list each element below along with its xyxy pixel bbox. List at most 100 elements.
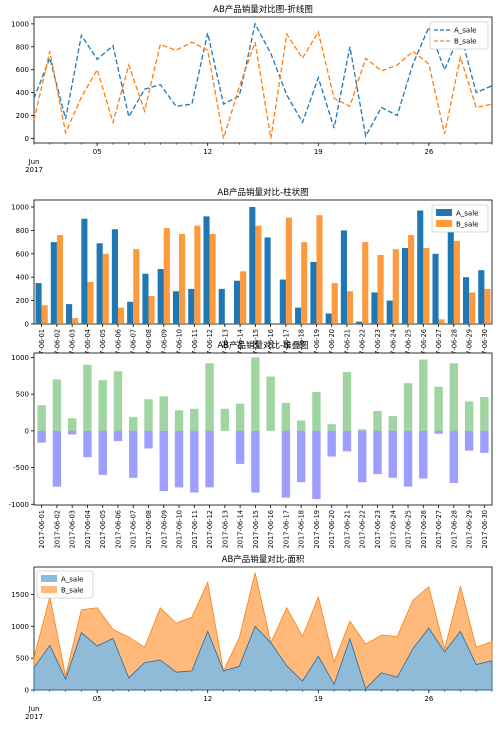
bar-negative-b bbox=[388, 430, 397, 478]
bar-a bbox=[462, 277, 470, 324]
x-tick-label: 2017-06-22 bbox=[359, 329, 367, 367]
x-tick-sub-year: 2017 bbox=[25, 713, 43, 721]
y-tick-label: 400 bbox=[16, 89, 29, 97]
chart-title: AB产品销量对比图-折线图 bbox=[213, 4, 313, 15]
x-tick-label: 2017-06-27 bbox=[435, 329, 443, 367]
bar-negative-b bbox=[327, 430, 336, 457]
bar-a bbox=[35, 283, 42, 324]
x-tick-label: 2017-06-01 bbox=[38, 510, 46, 548]
x-tick-label: 2017-06-12 bbox=[206, 510, 214, 548]
bar-b bbox=[133, 249, 140, 324]
bar-b bbox=[41, 305, 48, 324]
bar-a bbox=[96, 243, 103, 324]
x-tick-label: 2017-06-07 bbox=[130, 329, 138, 367]
bar-a bbox=[218, 288, 225, 324]
bar-a bbox=[356, 321, 363, 324]
y-tick-label: 600 bbox=[16, 66, 29, 74]
legend-swatch bbox=[41, 586, 57, 593]
bar-positive-a bbox=[144, 399, 153, 431]
plot-frame bbox=[33, 16, 493, 144]
bar-negative-b bbox=[52, 430, 62, 487]
x-tick-label: 2017-06-04 bbox=[84, 510, 92, 548]
bar-b bbox=[117, 307, 125, 324]
x-tick-label: 2017-06-16 bbox=[267, 510, 275, 548]
bar-b bbox=[163, 228, 170, 324]
bar-positive-a bbox=[449, 363, 459, 431]
chart-title: AB产品销量对比-堆叠图 bbox=[217, 340, 308, 351]
y-tick-label: -500 bbox=[13, 464, 29, 472]
bar-negative-b bbox=[419, 430, 428, 479]
x-tick-label: 2017-06-02 bbox=[53, 510, 61, 548]
legend-label: A_sale bbox=[456, 210, 478, 218]
bar-negative-b bbox=[342, 430, 352, 452]
plot-frame bbox=[33, 352, 493, 506]
bar-a bbox=[111, 229, 118, 324]
x-tick-label: 2017-06-29 bbox=[466, 510, 474, 548]
x-tick-label: 2017-06-26 bbox=[420, 329, 428, 367]
bar-a bbox=[233, 280, 241, 324]
plot-frame bbox=[33, 199, 493, 325]
x-tick-label: 2017-06-15 bbox=[252, 510, 260, 548]
x-tick-label: 2017-06-16 bbox=[267, 329, 275, 367]
bar-positive-a bbox=[159, 396, 168, 431]
x-tick-label: 2017-06-22 bbox=[359, 510, 367, 548]
bar-negative-b bbox=[129, 430, 138, 478]
bar-positive-a bbox=[358, 429, 367, 431]
bar-b bbox=[469, 292, 476, 324]
bar-positive-a bbox=[388, 416, 397, 431]
bar-negative-b bbox=[37, 430, 46, 443]
bar-b bbox=[301, 242, 308, 324]
bar-a bbox=[295, 307, 302, 324]
x-tick-label: 2017-06-30 bbox=[481, 329, 489, 367]
bar-b bbox=[102, 253, 109, 324]
x-tick-label: 2017-06-27 bbox=[435, 510, 443, 548]
area-a bbox=[33, 625, 493, 691]
x-tick-label: 2017-06-10 bbox=[176, 329, 184, 367]
x-tick-label: 2017-06-11 bbox=[191, 329, 199, 367]
bar-negative-b bbox=[464, 430, 474, 451]
x-tick-label: 2017-06-25 bbox=[405, 510, 413, 548]
bar-positive-a bbox=[251, 357, 260, 431]
bar-negative-b bbox=[190, 430, 199, 493]
bar-a bbox=[340, 230, 347, 324]
bar-negative-b bbox=[449, 430, 459, 483]
x-tick-label: 2017-06-24 bbox=[389, 329, 397, 367]
x-tick-label: 19 bbox=[314, 695, 323, 703]
bar-a bbox=[325, 313, 332, 324]
bar-negative-b bbox=[113, 430, 123, 442]
x-tick-label: 2017-06-19 bbox=[313, 329, 321, 367]
y-tick-label: 1000 bbox=[11, 354, 29, 362]
x-tick-label: 2017-06-09 bbox=[160, 510, 168, 548]
y-tick-label: 800 bbox=[16, 227, 29, 235]
bar-b bbox=[392, 249, 399, 324]
bar-b bbox=[362, 242, 369, 324]
bar-a bbox=[50, 242, 57, 324]
bar-negative-b bbox=[434, 430, 443, 434]
bar-positive-a bbox=[220, 408, 230, 431]
x-tick-label: 2017-06-26 bbox=[420, 510, 428, 548]
bar-a bbox=[66, 304, 73, 324]
x-tick-label: 2017-06-06 bbox=[114, 510, 122, 548]
x-tick-label: 2017-06-18 bbox=[298, 510, 306, 548]
series-line-b bbox=[33, 30, 493, 139]
x-tick-label: 26 bbox=[424, 148, 433, 156]
x-tick-sub-month: Jun bbox=[28, 158, 40, 166]
x-tick-label: 12 bbox=[203, 148, 212, 156]
y-tick-label: 0 bbox=[25, 687, 29, 695]
bar-a bbox=[81, 218, 88, 324]
y-tick-label: 500 bbox=[16, 391, 29, 399]
bar-negative-b bbox=[312, 430, 321, 500]
bar-b bbox=[484, 288, 491, 324]
bar-a bbox=[279, 279, 286, 324]
bar-a bbox=[386, 300, 393, 324]
x-tick-label: 12 bbox=[203, 695, 212, 703]
bar-b bbox=[316, 215, 323, 324]
bar-positive-a bbox=[480, 397, 489, 431]
x-tick-label: 2017-06-13 bbox=[221, 510, 229, 548]
bar-positive-a bbox=[205, 363, 214, 431]
x-tick-label: 2017-06-21 bbox=[343, 510, 351, 548]
legend-swatch bbox=[41, 575, 57, 582]
bar-negative-b bbox=[83, 430, 92, 458]
bar-negative-b bbox=[235, 430, 245, 464]
